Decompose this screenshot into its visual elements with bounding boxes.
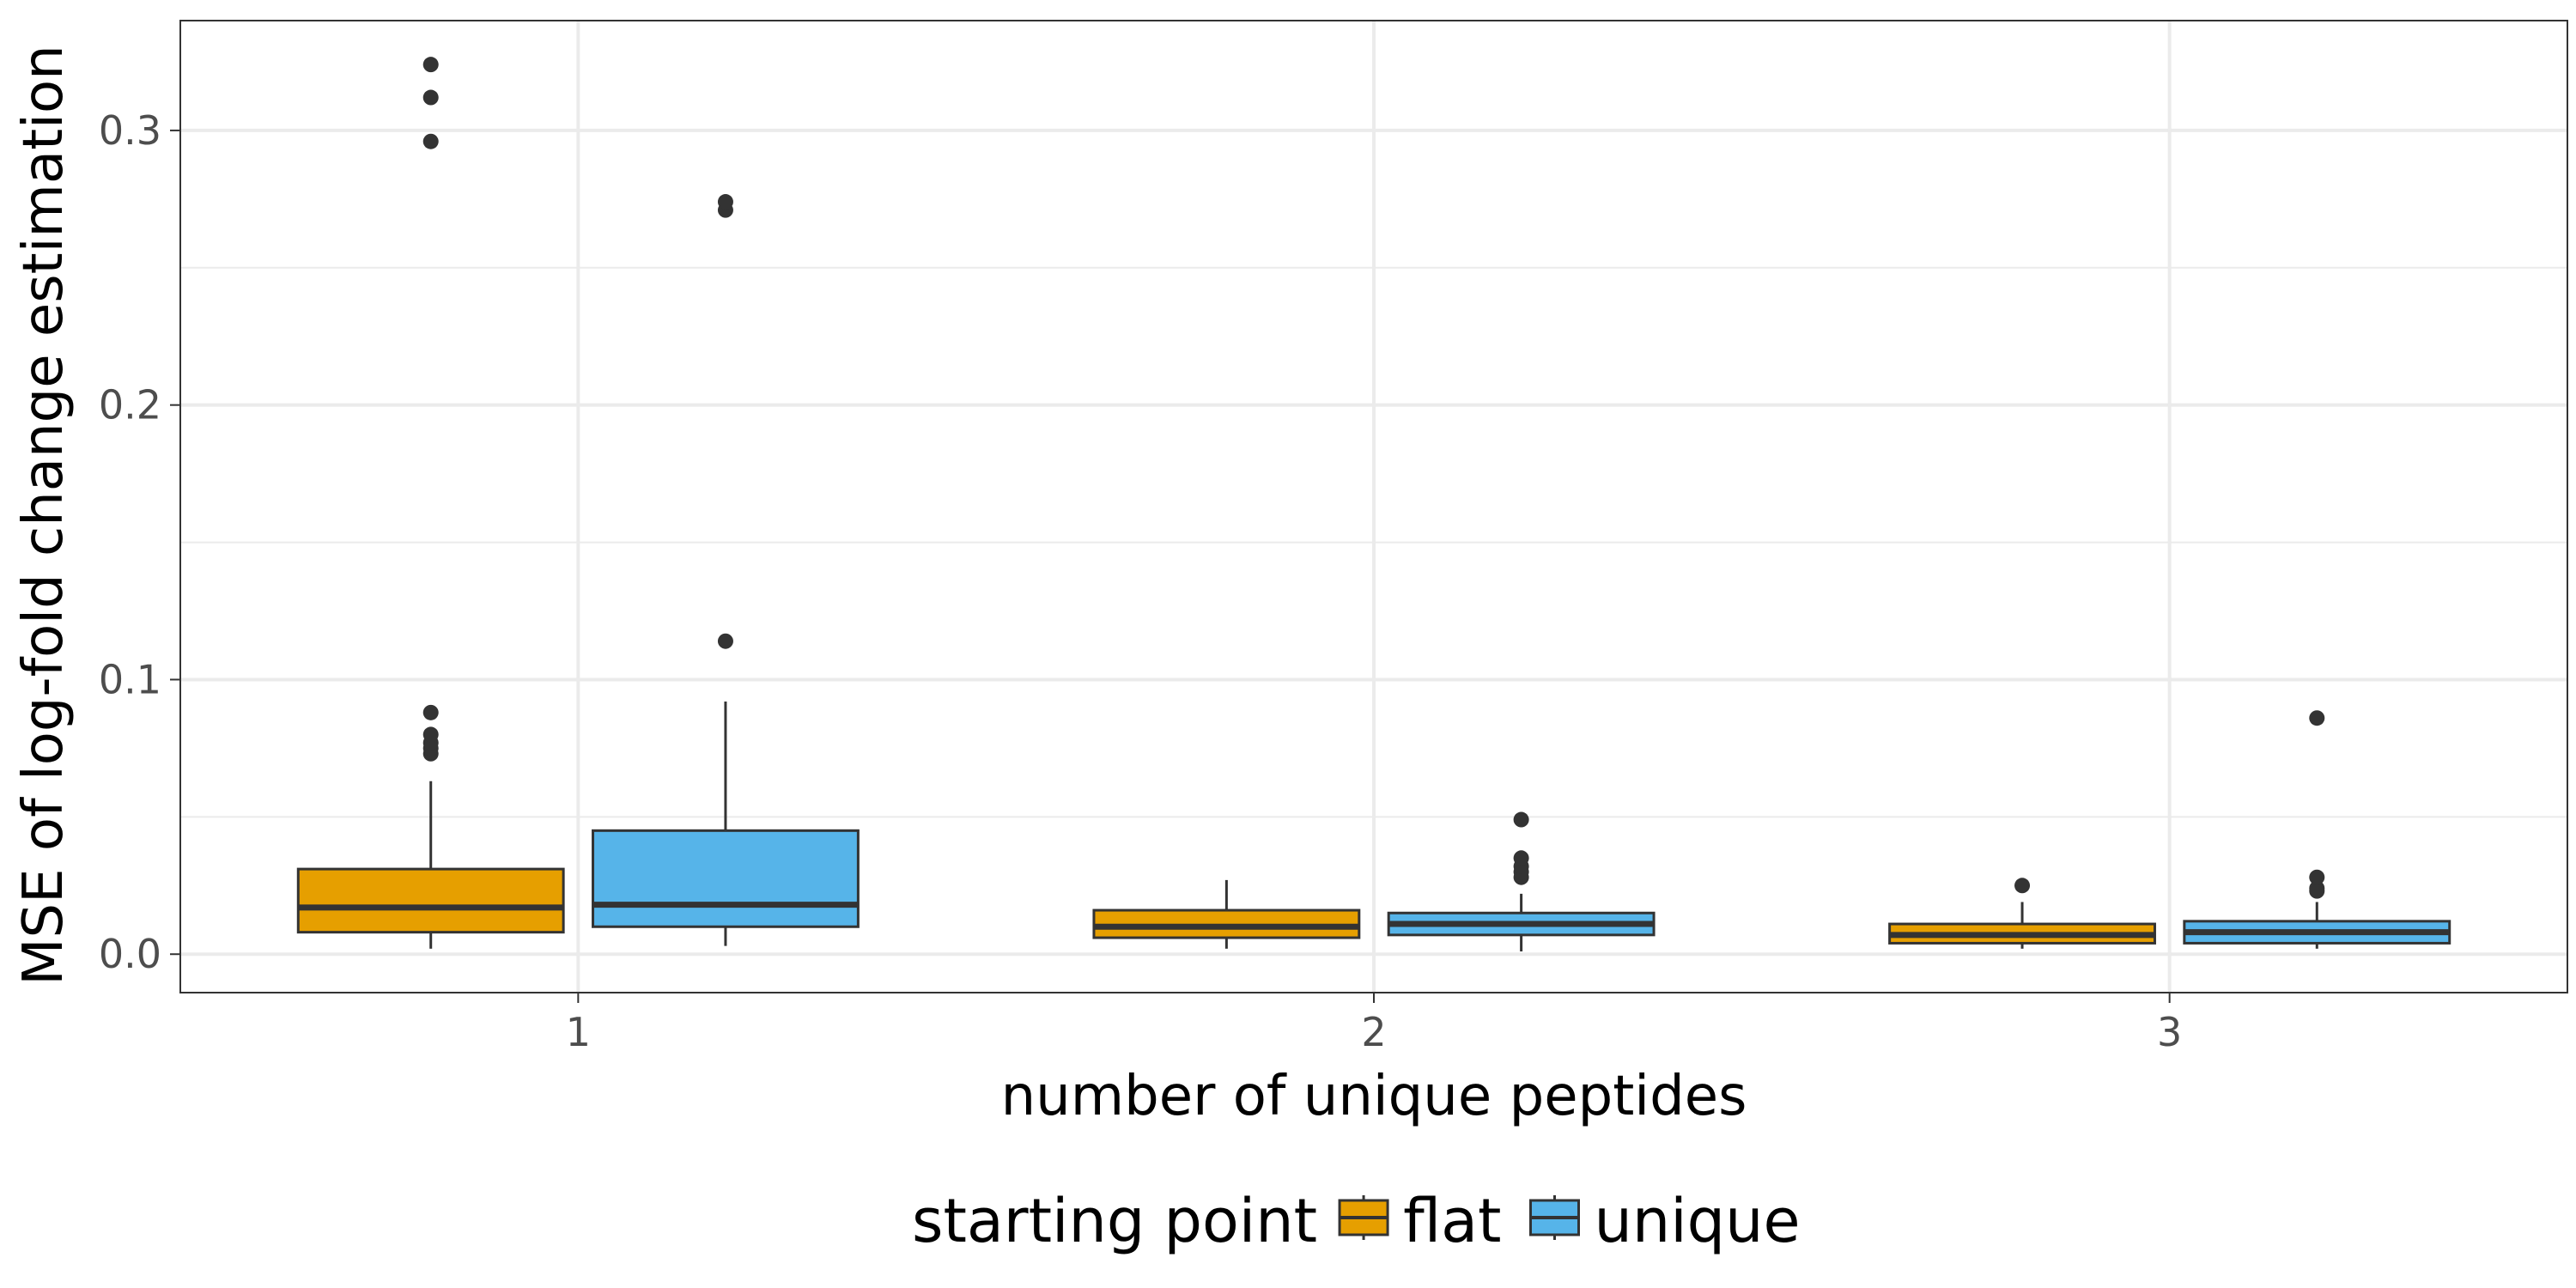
y-tick-label: 0.1: [99, 656, 161, 702]
x-tick-label: 2: [1361, 1009, 1386, 1055]
outlier-point: [2309, 710, 2325, 726]
axes-layer: 0.0 0.1 0.2 0.3 1 2 3: [99, 107, 2182, 1055]
outlier-point: [422, 89, 439, 106]
outlier-point: [422, 133, 439, 149]
outlier-point: [717, 194, 733, 210]
legend-label-unique: unique: [1595, 1186, 1801, 1256]
box-body: [592, 829, 860, 928]
legend-key-unique: [1529, 1195, 1580, 1240]
outlier-point: [2309, 869, 2325, 885]
outlier-point: [1513, 811, 1529, 828]
outlier-point: [2309, 880, 2325, 896]
outlier-point: [422, 57, 439, 73]
legend-key-flat: [1338, 1195, 1389, 1240]
x-axis-title: number of unique peptides: [1001, 1065, 1747, 1128]
box-unique-3: [2183, 710, 2451, 949]
x-tick-label: 3: [2157, 1009, 2182, 1055]
legend-label-flat: flat: [1403, 1186, 1501, 1256]
grid-lines: [180, 21, 2567, 993]
outlier-point: [422, 726, 439, 743]
y-axis-title: MSE of log-fold change estimation: [12, 45, 76, 985]
y-tick-label: 0.0: [99, 931, 161, 977]
box-unique-1: [592, 194, 860, 946]
outlier-point: [1513, 850, 1529, 866]
legend: starting point flat unique: [912, 1186, 1801, 1256]
box-unique-2: [1387, 811, 1656, 952]
boxes-layer: [296, 57, 2451, 952]
outlier-point: [2014, 878, 2031, 894]
box-body: [296, 867, 565, 934]
box-flat-3: [1888, 878, 2156, 949]
box-flat-1: [296, 57, 565, 949]
outlier-point: [717, 633, 733, 649]
y-tick-label: 0.3: [99, 107, 161, 154]
outlier-point: [422, 704, 439, 720]
legend-title: starting point: [912, 1186, 1317, 1256]
box-flat-2: [1092, 879, 1361, 949]
y-tick-label: 0.2: [99, 382, 161, 428]
x-tick-label: 1: [566, 1009, 591, 1055]
